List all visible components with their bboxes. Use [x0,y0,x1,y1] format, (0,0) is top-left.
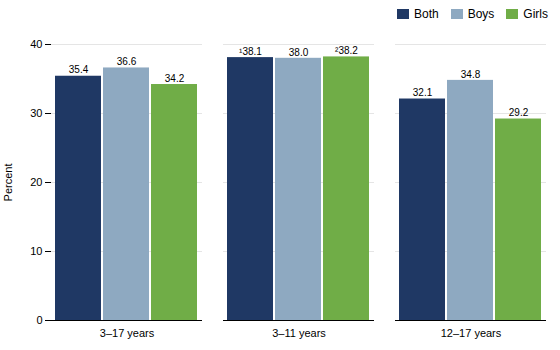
html-text:Girls: Girls [523,7,548,21]
svg-text:12–17 years: 12–17 years [441,327,502,339]
svg-text:3–17 years: 3–17 years [100,327,155,339]
svg-text:34.2: 34.2 [165,73,185,84]
html-text:Both: Both [414,7,439,21]
svg-text:¹38.1: ¹38.1 [239,46,262,57]
svg-text:32.1: 32.1 [413,87,433,98]
svg-text:3–11 years: 3–11 years [272,327,326,339]
svg-text:38.0: 38.0 [289,47,309,58]
svg-text:34.8: 34.8 [461,69,481,80]
svg-text:²38.2: ²38.2 [335,45,358,56]
svg-text:35.4: 35.4 [69,64,89,75]
svg-text:Percent: Percent [2,164,14,202]
svg-text:40: 40 [30,38,42,50]
svg-text:36.6: 36.6 [117,56,137,67]
html-text:Boys: Boys [467,7,495,21]
svg-text:0: 0 [36,314,42,326]
svg-text:20: 20 [30,176,42,188]
svg-text:29.2: 29.2 [509,107,529,118]
svg-text:10: 10 [30,245,42,257]
svg-text:30: 30 [30,107,42,119]
